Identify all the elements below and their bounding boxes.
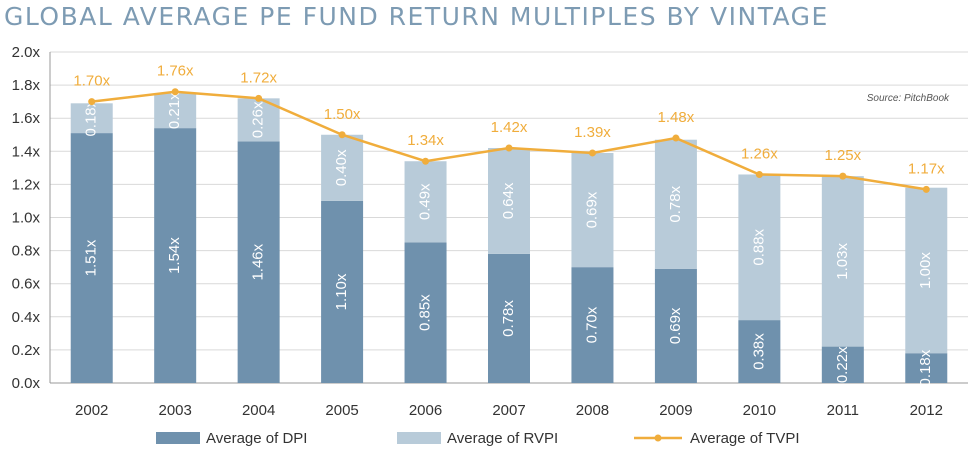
x-tick-label: 2011 [827,402,859,419]
x-tick-label: 2008 [576,402,609,419]
y-tick-label: 1.6x [12,110,41,127]
rvpi-data-label: 0.49x [417,183,434,220]
rvpi-bar [738,174,781,321]
dpi-bar [905,353,948,383]
dpi-bar [237,141,280,383]
legend-swatch-dpi [156,432,200,444]
tvpi-point [88,98,96,106]
dpi-data-label: 0.69x [667,307,684,344]
dpi-bar [738,320,781,383]
x-tick-label: 2002 [75,402,108,419]
rvpi-bar [404,161,447,243]
legend-swatch-rvpi [397,432,441,444]
dpi-bar [404,242,447,383]
rvpi-data-label: 1.03x [834,243,851,280]
chart-title: GLOBAL AVERAGE PE FUND RETURN MULTIPLES … [4,2,829,31]
dpi-data-label: 0.70x [583,306,600,343]
tvpi-data-label: 1.39x [574,124,611,141]
rvpi-data-label: 0.64x [500,182,517,219]
rvpi-bar [905,187,948,354]
x-tick-label: 2009 [659,402,692,419]
dpi-bar [821,346,864,383]
rvpi-data-label: 0.21x [166,92,183,129]
tvpi-point [171,88,179,96]
tvpi-data-label: 1.26x [741,145,778,162]
rvpi-data-label: 0.26x [250,101,267,138]
dpi-data-label: 0.78x [500,300,517,337]
dpi-bar [654,268,697,383]
tvpi-point [588,149,596,157]
x-tick-label: 2005 [325,402,358,419]
rvpi-data-label: 0.18x [83,99,100,136]
x-tick-label: 2012 [910,402,943,419]
source-note: Source: PitchBook [866,93,949,104]
dpi-bar [488,253,530,383]
dpi-data-label: 1.51x [83,239,100,276]
tvpi-data-label: 1.50x [324,106,361,123]
x-tick-label: 2010 [743,402,776,419]
dpi-data-label: 1.54x [166,237,183,274]
dpi-data-label: 0.85x [417,294,434,331]
x-tick-label: 2006 [409,402,442,419]
x-tick-label: 2007 [492,402,525,419]
tvpi-point [338,131,346,139]
y-tick-label: 0.2x [12,342,41,359]
dpi-data-label: 0.38x [750,333,767,370]
tvpi-data-label: 1.48x [658,109,695,126]
dpi-data-label: 1.10x [333,273,350,310]
y-tick-label: 0.0x [12,375,41,392]
dpi-bar [321,200,364,383]
tvpi-point [422,157,430,165]
x-tick-label: 2003 [158,402,191,419]
tvpi-data-label: 1.76x [157,63,194,80]
tvpi-data-label: 1.42x [491,119,528,136]
dpi-data-label: 0.18x [917,349,934,386]
tvpi-point [922,185,930,193]
tvpi-data-label: 1.72x [240,69,277,86]
tvpi-data-label: 1.34x [407,132,444,149]
dpi-data-label: 0.22x [834,346,851,383]
y-tick-label: 1.2x [12,176,41,193]
rvpi-data-label: 0.40x [333,149,350,186]
y-tick-label: 0.8x [12,243,41,260]
rvpi-bar [321,134,364,201]
legend-swatch-tvpi-marker [654,434,662,442]
y-tick-label: 0.6x [12,276,41,293]
rvpi-data-label: 0.69x [583,191,600,228]
x-tick-label: 2004 [242,402,275,419]
tvpi-point [672,134,680,142]
tvpi-data-label: 1.70x [73,73,110,90]
tvpi-data-label: 1.25x [824,147,861,164]
tvpi-point [839,172,847,180]
legend-label-rvpi: Average of RVPI [447,430,558,447]
tvpi-point [505,144,513,152]
rvpi-bar [654,139,697,269]
dpi-bar [154,128,197,383]
rvpi-data-label: 0.88x [750,228,767,265]
rvpi-bar [70,103,113,134]
tvpi-point [755,170,763,178]
y-tick-label: 1.0x [12,210,41,227]
tvpi-point [255,94,263,102]
rvpi-data-label: 0.78x [667,185,684,222]
legend-label-dpi: Average of DPI [206,430,307,447]
legend-label-tvpi: Average of TVPI [690,430,800,447]
dpi-bar [70,133,113,383]
rvpi-bar [488,147,530,254]
rvpi-bar [154,93,197,129]
dpi-data-label: 1.46x [250,243,267,280]
dpi-bar [571,267,614,383]
rvpi-data-label: 1.00x [917,252,934,289]
y-tick-label: 0.4x [12,309,41,326]
y-tick-label: 1.4x [12,143,41,160]
y-tick-label: 2.0x [12,44,41,61]
rvpi-bar [821,176,864,347]
y-tick-label: 1.8x [12,77,41,94]
rvpi-bar [571,152,614,268]
tvpi-data-label: 1.17x [908,160,945,177]
